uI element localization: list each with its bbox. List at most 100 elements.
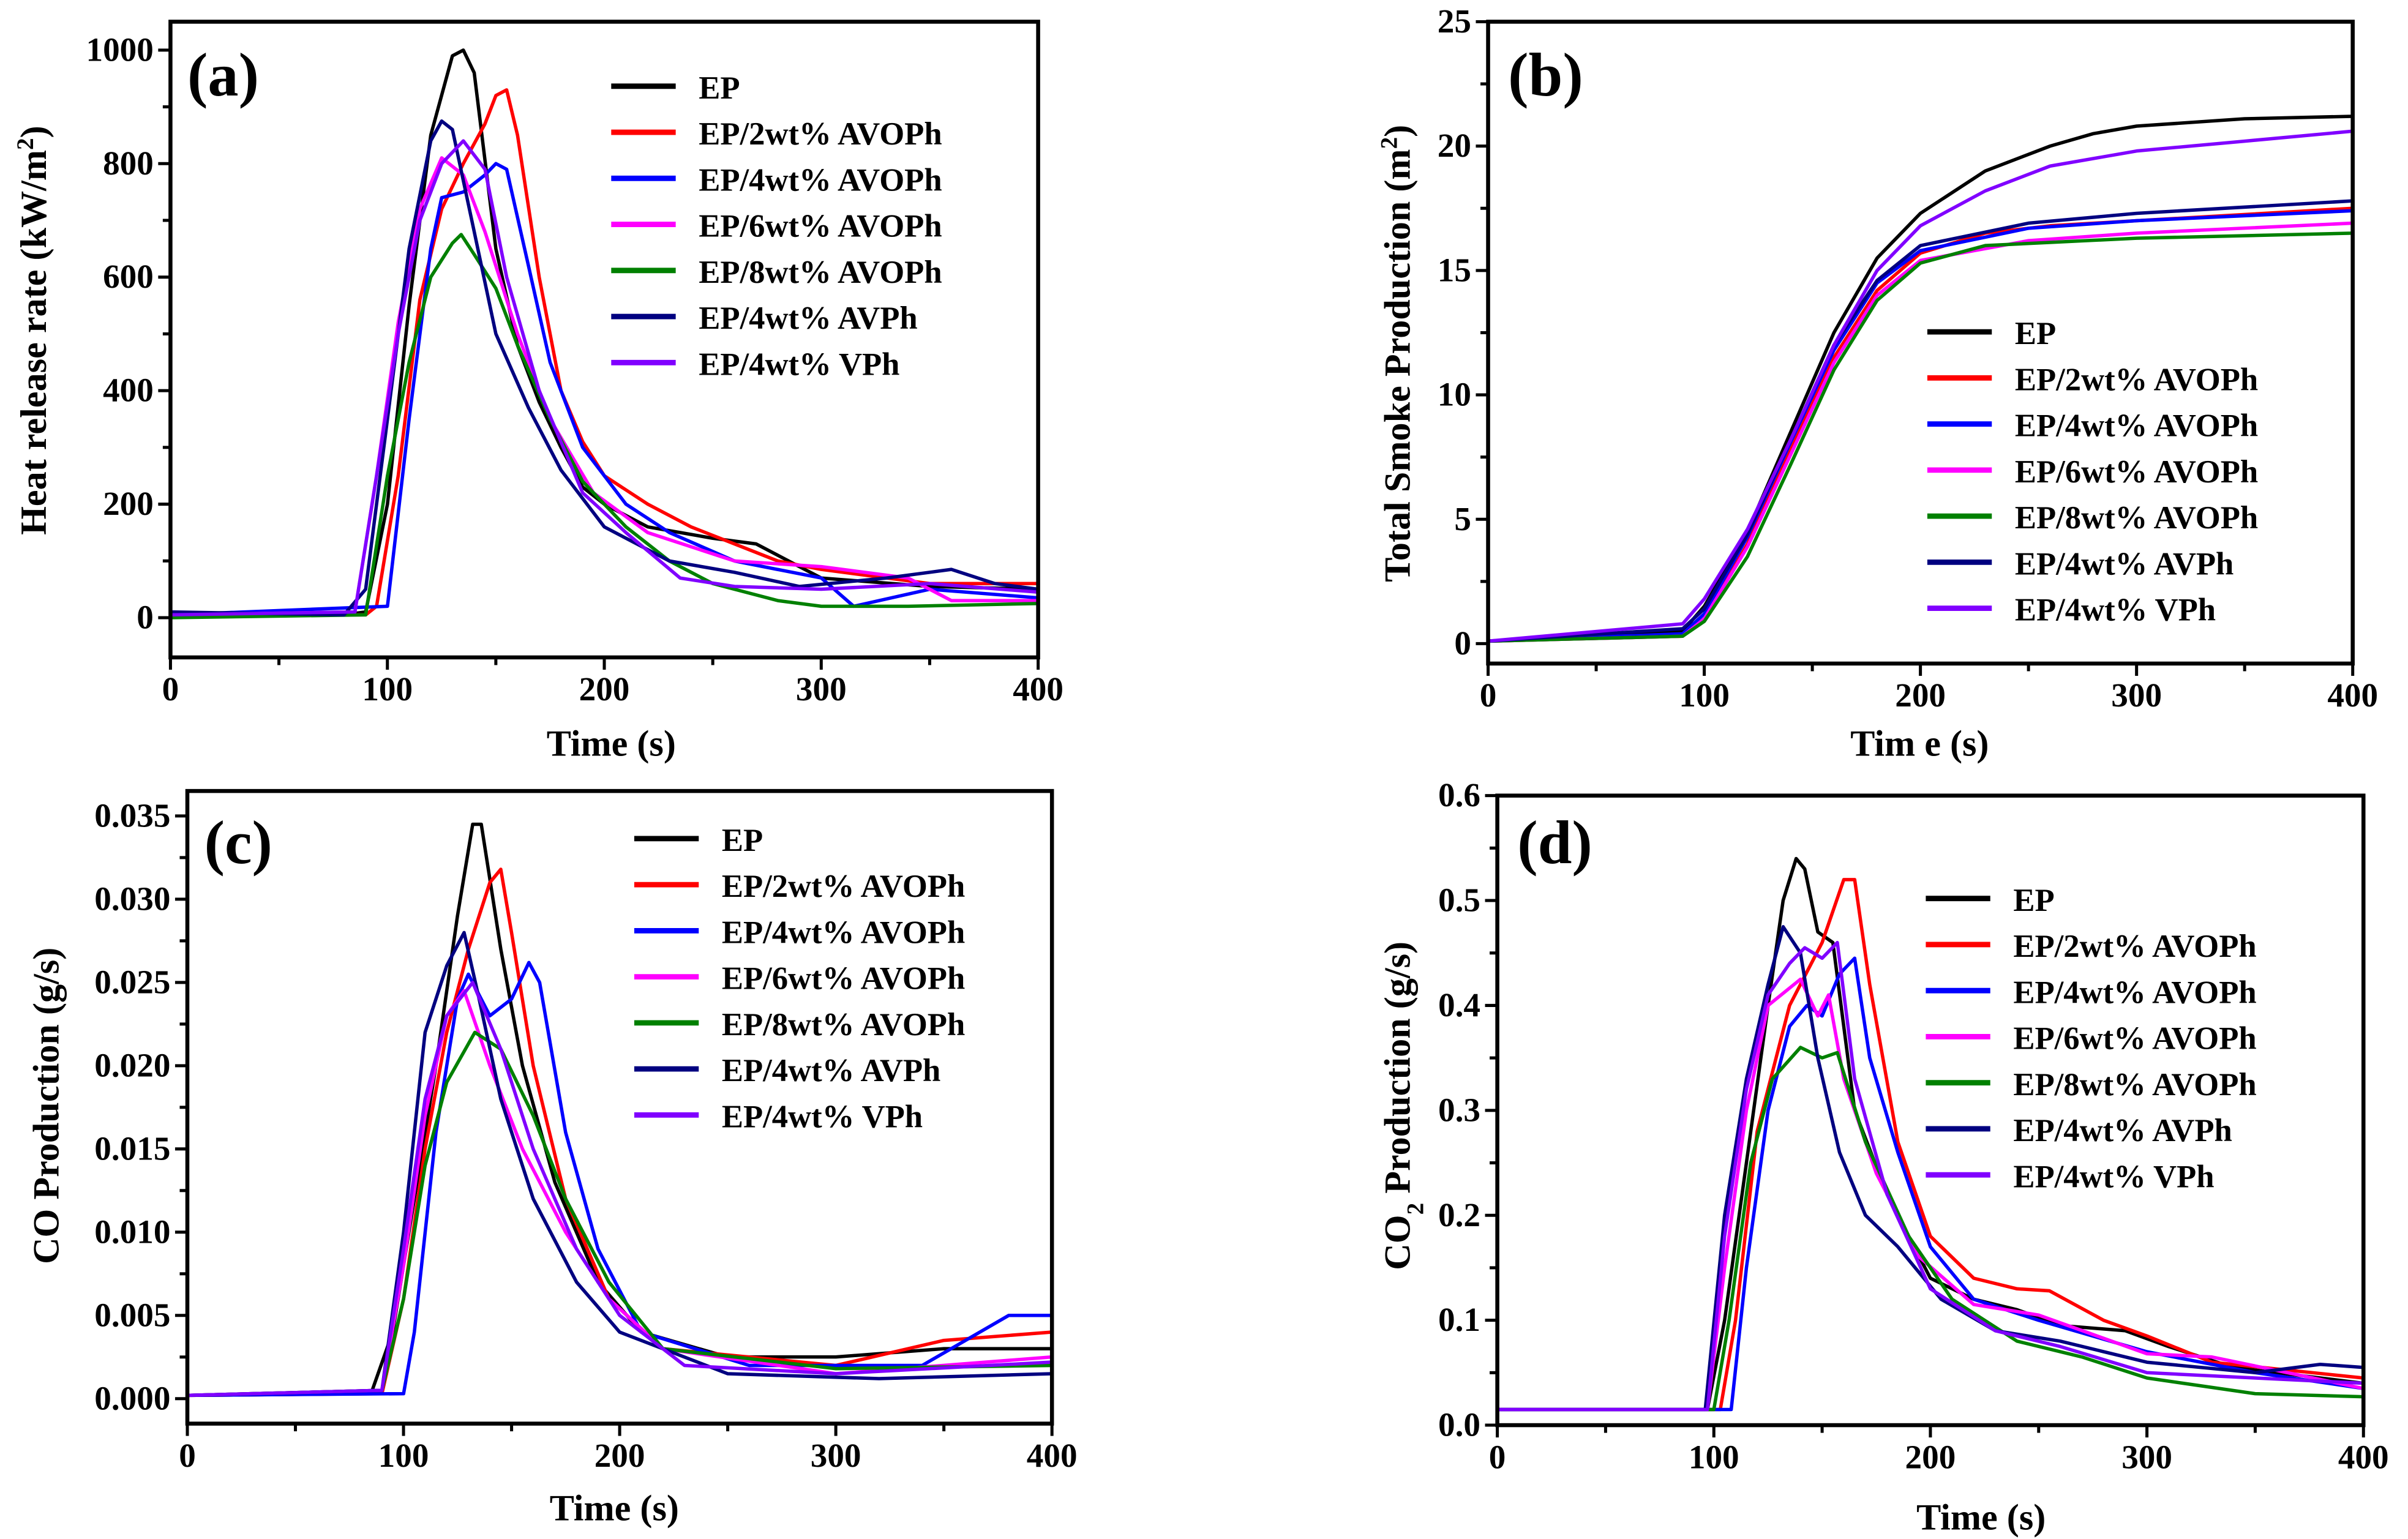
x-tick-label: 400 [1013, 670, 1063, 708]
x-tick-label: 400 [2338, 1438, 2389, 1475]
legend-label-1: EP [699, 70, 740, 106]
x-axis-label: Time (s) [550, 1488, 679, 1529]
legend-label-7: EP/4wt% VPh [2015, 593, 2216, 628]
panel-label: (c) [204, 809, 272, 877]
legend-label-6: EP/4wt% AVPh [2015, 546, 2234, 582]
series-line-5 [1497, 1046, 2364, 1412]
x-tick-label: 200 [594, 1437, 645, 1474]
y-axis-label: Heat release rate (kW/m2) [12, 125, 55, 535]
series-line-5 [170, 233, 1038, 620]
legend-label-2: EP/2wt% AVOPh [2013, 929, 2256, 964]
y-tick-label: 400 [103, 372, 154, 409]
y-tick-label: 20 [1438, 127, 1471, 164]
x-tick-label: 0 [1480, 676, 1497, 714]
y-tick-label: 0.6 [1438, 776, 1480, 814]
y-tick-label: 0.005 [94, 1296, 170, 1333]
x-tick-label: 400 [1027, 1437, 1078, 1474]
y-tick-label: 0.020 [94, 1046, 170, 1084]
legend-label-6: EP/4wt% AVPh [722, 1053, 940, 1088]
y-tick-label: 800 [103, 144, 154, 182]
panel-label: (b) [1508, 41, 1583, 109]
y-tick-label: 0.5 [1438, 882, 1480, 919]
legend: EP EP/2wt% AVOPh EP/4wt% AVOPh EP/6wt% AVOP… [634, 823, 965, 1134]
legend-label-5: EP/8wt% AVOPh [2013, 1067, 2256, 1103]
y-tick-label: 0.0 [1438, 1406, 1480, 1444]
x-tick-label: 400 [2327, 676, 2378, 714]
series-line-6 [1497, 925, 2364, 1412]
y-tick-label: 0.3 [1438, 1091, 1480, 1128]
plot-frame [1495, 793, 2366, 1428]
y-tick-label: 15 [1438, 251, 1471, 288]
legend-label-6: EP/4wt% AVPh [699, 301, 917, 336]
legend-label-2: EP/2wt% AVOPh [722, 869, 965, 904]
y-tick-label: 200 [103, 485, 154, 522]
x-tick-label: 300 [2121, 1438, 2172, 1475]
legend-label-3: EP/4wt% AVOPh [2015, 408, 2258, 444]
y-tick-label: 0 [1454, 624, 1471, 662]
panel-label: (a) [187, 41, 259, 109]
series-line-1 [1497, 856, 2364, 1412]
y-tick-label: 0.2 [1438, 1196, 1480, 1234]
x-tick-label: 100 [1689, 1438, 1739, 1475]
x-tick-label: 300 [796, 670, 847, 708]
x-tick-label: 100 [378, 1437, 429, 1474]
y-tick-label: 0.015 [94, 1129, 170, 1167]
x-tick-label: 200 [579, 670, 630, 708]
y-tick-label: 0 [137, 599, 154, 636]
y-tick-label: 0.025 [94, 963, 170, 1000]
x-tick-label: 0 [1489, 1438, 1506, 1475]
legend-label-4: EP/6wt% AVOPh [2015, 454, 2258, 490]
y-tick-label: 1000 [86, 31, 153, 68]
legend-label-1: EP [2013, 883, 2054, 918]
legend-label-7: EP/4wt% VPh [699, 346, 899, 382]
y-tick-label: 0.000 [94, 1379, 170, 1417]
legend-label-3: EP/4wt% AVOPh [699, 162, 942, 198]
series-line-4 [1497, 977, 2364, 1412]
y-tick-label: 0.1 [1438, 1301, 1480, 1338]
y-axis-label: CO2 Production (g/s) [1378, 942, 1429, 1270]
x-tick-label: 200 [1905, 1438, 1956, 1475]
y-axis-label: Total Smoke Production (m2) [1376, 125, 1419, 582]
legend-label-2: EP/2wt% AVOPh [2015, 362, 2258, 397]
y-tick-label: 10 [1438, 376, 1471, 413]
panel-co: 0 100 200 300 400 0.000 0.005 0.010 0.015 0.020 0.… [26, 788, 1078, 1529]
panel-tsp: 0 100 200 300 400 0 5 10 15 20 25 Tim e (s) Total Sm… [1376, 2, 2378, 764]
legend-label-5: EP/8wt% AVOPh [722, 1007, 965, 1043]
y-axis-label: CO Production (g/s) [26, 948, 67, 1264]
legend-label-1: EP [2015, 316, 2056, 351]
legend: EP EP/2wt% AVOPh EP/4wt% AVOPh EP/6wt% AVOP… [1927, 316, 2258, 628]
panel-co2: 0 100 200 300 400 0.0 0.1 0.2 0.3 0.4 0.5 0.6 Time (… [1378, 776, 2389, 1538]
x-tick-label: 300 [811, 1437, 861, 1474]
legend-label-7: EP/4wt% VPh [2013, 1159, 2214, 1194]
x-tick-label: 200 [1895, 676, 1946, 714]
y-tick-label: 0.010 [94, 1213, 170, 1250]
series-line-7 [1488, 129, 2353, 643]
legend-label-5: EP/8wt% AVOPh [699, 255, 942, 290]
legend: EP EP/2wt% AVOPh EP/4wt% AVOPh EP/6wt% AVOP… [1926, 883, 2257, 1194]
x-tick-label: 300 [2111, 676, 2162, 714]
series-line-6 [187, 931, 1052, 1398]
legend-label-6: EP/4wt% AVPh [2013, 1113, 2232, 1148]
legend-label-3: EP/4wt% AVOPh [2013, 975, 2256, 1010]
legend-label-4: EP/6wt% AVOPh [722, 961, 965, 997]
legend-label-3: EP/4wt% AVOPh [722, 915, 965, 950]
x-tick-label: 0 [179, 1437, 196, 1474]
legend-label-7: EP/4wt% VPh [722, 1099, 923, 1134]
series-line-7 [187, 981, 1052, 1398]
x-axis-label: Tim e (s) [1850, 723, 1989, 764]
legend-label-2: EP/2wt% AVOPh [699, 116, 942, 152]
x-tick-label: 100 [362, 670, 413, 708]
series-line-3 [170, 162, 1038, 617]
x-axis-label: Time (s) [547, 723, 676, 764]
y-tick-label: 0.4 [1438, 986, 1480, 1024]
legend-label-5: EP/8wt% AVOPh [2015, 500, 2258, 536]
panel-label: (d) [1517, 809, 1592, 877]
legend-label-1: EP [722, 823, 763, 858]
series-line-7 [170, 139, 1038, 617]
series-line-5 [1488, 231, 2353, 643]
series-line-4 [187, 989, 1052, 1398]
y-tick-label: 0.035 [94, 796, 170, 834]
x-axis-label: Time (s) [1916, 1497, 2046, 1538]
series-line-2 [170, 88, 1038, 617]
